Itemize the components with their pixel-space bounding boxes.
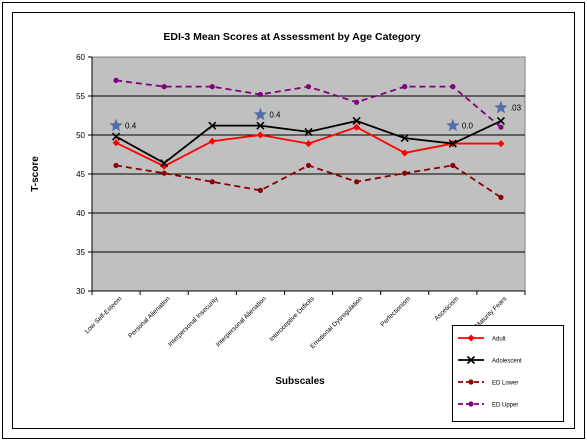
data-point-ed-lower <box>209 179 215 185</box>
y-tick-label: 30 <box>76 287 85 296</box>
data-point-ed-lower <box>498 194 504 200</box>
data-point-ed-upper <box>161 84 167 90</box>
chart-title: EDI-3 Mean Scores at Assessment by Age C… <box>163 31 420 43</box>
data-point-adolescent <box>352 116 361 126</box>
data-point-ed-upper <box>113 77 119 83</box>
data-point-ed-upper <box>354 99 360 105</box>
data-point-ed-upper <box>305 84 312 90</box>
legend: Adult Adolescent ED Lower ED Upper <box>452 325 564 422</box>
data-point-adolescent <box>111 132 121 141</box>
data-point-adolescent <box>160 159 169 168</box>
data-point-adult <box>112 139 120 147</box>
legend-marker-adult <box>467 334 475 342</box>
data-point-adolescent <box>256 121 265 130</box>
data-point-ed-lower <box>402 170 408 176</box>
data-point-adult <box>208 137 216 145</box>
data-point-adult <box>353 123 361 131</box>
annotation-label: 0.4 <box>269 111 281 120</box>
data-point-adolescent <box>400 134 409 143</box>
legend-label-adult: Adult <box>492 337 506 343</box>
significance-star-icon <box>446 118 460 132</box>
y-tick-label: 55 <box>76 92 85 101</box>
legend-label-adolescent: Adolescent <box>492 359 522 365</box>
y-axis-label: T-score <box>30 156 41 192</box>
legend-label-ed-upper: ED Upper <box>492 403 518 409</box>
data-point-ed-upper <box>257 91 263 98</box>
y-tick-label: 45 <box>76 170 85 179</box>
data-point-ed-upper <box>402 84 408 90</box>
significance-star-icon <box>253 107 268 121</box>
annotation-label: .03 <box>510 104 522 113</box>
data-point-adolescent <box>208 121 217 130</box>
data-point-adult <box>256 131 264 139</box>
y-tick-label: 40 <box>76 209 85 218</box>
data-point-ed-lower <box>113 162 119 169</box>
data-point-ed-upper <box>498 124 504 130</box>
data-point-ed-lower <box>354 179 360 185</box>
data-point-adolescent <box>496 116 506 126</box>
data-point-adult <box>401 149 409 157</box>
significance-star-icon <box>109 118 123 132</box>
data-point-adult <box>497 140 505 148</box>
data-point-ed-upper <box>450 84 456 90</box>
significance-star-icon <box>494 100 508 114</box>
data-point-ed-lower <box>305 162 312 169</box>
y-tick-label: 50 <box>76 131 85 140</box>
y-tick-label: 35 <box>76 248 85 257</box>
y-tick-label: 60 <box>76 53 85 62</box>
data-point-adolescent <box>304 127 313 136</box>
annotation-label: 0.0 <box>462 122 474 131</box>
data-point-adolescent <box>448 139 457 148</box>
legend-label-ed-lower: ED Lower <box>492 381 518 387</box>
legend-marker-ed-upper <box>468 401 474 407</box>
annotation-label: 0.4 <box>125 122 137 131</box>
x-axis-label: Subscales <box>275 376 325 387</box>
legend-marker-adolescent <box>466 355 476 365</box>
data-point-ed-lower <box>450 162 456 169</box>
data-point-adult <box>305 140 312 148</box>
data-point-ed-upper <box>209 84 215 90</box>
data-point-ed-lower <box>257 187 263 193</box>
data-point-ed-lower <box>161 170 167 176</box>
legend-marker-ed-lower <box>468 379 474 385</box>
